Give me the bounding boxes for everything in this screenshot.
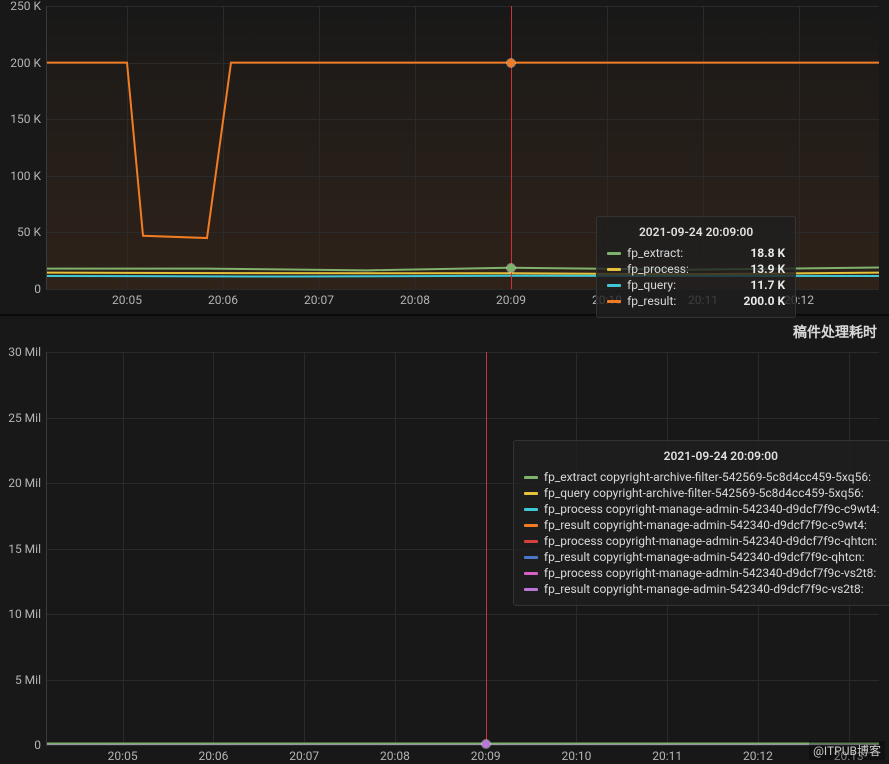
y-axis-tick: 25 Mil bbox=[8, 411, 47, 425]
tooltip-label: fp_result copyright-manage-admin-542340-… bbox=[544, 582, 884, 596]
tooltip-label: fp_query: bbox=[627, 278, 730, 292]
tooltip: 2021-09-24 20:09:00fp_extract:18.8 Kfp_p… bbox=[596, 216, 796, 318]
tooltip-label: fp_process: bbox=[627, 262, 730, 276]
legend-swatch bbox=[524, 540, 538, 543]
tooltip-label: fp_query copyright-archive-filter-542569… bbox=[544, 486, 880, 500]
tooltip-label: fp_process copyright-manage-admin-542340… bbox=[544, 534, 877, 548]
tooltip-label: fp_result copyright-manage-admin-542340-… bbox=[544, 518, 889, 532]
y-axis-tick: 15 Mil bbox=[8, 542, 47, 556]
watermark: @ITPUB博客 bbox=[809, 741, 885, 760]
x-axis-tick: 20:10 bbox=[562, 745, 592, 763]
x-axis-tick: 20:05 bbox=[112, 289, 142, 307]
x-axis-tick: 20:05 bbox=[108, 745, 138, 763]
tooltip-row: fp_result copyright-manage-admin-542340-… bbox=[524, 581, 889, 597]
tooltip-row: fp_result copyright-manage-admin-542340-… bbox=[524, 549, 889, 565]
y-axis-tick: 50 K bbox=[17, 225, 47, 239]
tooltip-value: 200.0 K bbox=[729, 294, 785, 308]
legend-swatch bbox=[524, 588, 538, 591]
tooltip-row: fp_process copyright-manage-admin-542340… bbox=[524, 533, 889, 549]
legend-swatch bbox=[524, 476, 538, 479]
legend-swatch bbox=[607, 284, 621, 287]
y-axis-tick: 5 Mil bbox=[15, 673, 47, 687]
tooltip-value: 18.8 K bbox=[736, 246, 785, 260]
x-axis-tick: 20:12 bbox=[743, 745, 773, 763]
tooltip-value: 731 bbox=[883, 566, 889, 580]
tooltip-label: fp_process copyright-manage-admin-542340… bbox=[544, 566, 877, 580]
tooltip-label: fp_extract copyright-archive-filter-5425… bbox=[544, 470, 873, 484]
tooltip-value: 11.7 K bbox=[736, 278, 785, 292]
y-axis-tick: 250 K bbox=[10, 0, 47, 13]
panel-title: 稿件处理耗时 bbox=[793, 322, 877, 342]
tooltip-row: fp_query: 11.7 K bbox=[607, 277, 785, 293]
y-axis-tick: 200 K bbox=[10, 56, 47, 70]
plot-area-bottom[interactable]: 05 Mil10 Mil15 Mil20 Mil25 Mil30 Mil20:0… bbox=[46, 352, 879, 746]
tooltip-value: 475 bbox=[883, 550, 889, 564]
x-axis-tick: 20:07 bbox=[304, 289, 334, 307]
legend-swatch bbox=[524, 556, 538, 559]
tooltip-row: fp_result copyright-manage-admin-542340-… bbox=[524, 517, 889, 533]
y-axis-tick: 0 bbox=[34, 738, 47, 752]
chart-panel-top: 0 50 K 100 K 150 K 200 K 250 K 20:05 20:06 20:07… bbox=[0, 0, 889, 314]
hover-cursor bbox=[486, 352, 487, 745]
chart-series-line bbox=[47, 63, 879, 238]
y-axis-tick: 30 Mil bbox=[8, 345, 47, 359]
hover-cursor bbox=[511, 6, 512, 289]
tooltip-title: 2021-09-24 20:09:00 bbox=[524, 449, 889, 463]
legend-swatch bbox=[524, 524, 538, 527]
tooltip-value: 13.9 K bbox=[736, 262, 785, 276]
series-marker bbox=[507, 59, 515, 67]
tooltip-label: fp_process copyright-manage-admin-542340… bbox=[544, 502, 889, 516]
tooltip-label: fp_extract: bbox=[627, 246, 730, 260]
series-marker bbox=[482, 740, 490, 748]
x-axis-tick: 20:07 bbox=[289, 745, 319, 763]
x-axis-tick: 20:06 bbox=[208, 289, 238, 307]
tooltip-value: 11 K bbox=[879, 470, 889, 484]
series-marker bbox=[507, 264, 515, 272]
tooltip: 2021-09-24 20:09:00 fp_extract copyright-… bbox=[513, 440, 889, 606]
legend-swatch bbox=[607, 252, 621, 255]
chart-panel-bottom: 稿件处理耗时 05 Mil10 Mil15 Mil20 Mil25 Mil30 … bbox=[0, 314, 889, 764]
tooltip-row: fp_process: 13.9 K bbox=[607, 261, 785, 277]
y-axis-tick: 20 Mil bbox=[8, 476, 47, 490]
y-axis-tick: 150 K bbox=[10, 112, 47, 126]
x-axis-tick: 20:06 bbox=[198, 745, 228, 763]
tooltip-row: fp_extract copyright-archive-filter-5425… bbox=[524, 469, 889, 485]
y-axis-tick: 10 Mil bbox=[8, 607, 47, 621]
legend-swatch bbox=[524, 492, 538, 495]
x-axis-tick: 20:11 bbox=[652, 745, 682, 763]
tooltip-row: fp_extract: 18.8 K bbox=[607, 245, 785, 261]
tooltip-row: fp_process copyright-manage-admin-542340… bbox=[524, 565, 889, 581]
x-axis-tick: 20:08 bbox=[400, 289, 430, 307]
tooltip-row: fp_process copyright-manage-admin-542340… bbox=[524, 501, 889, 517]
legend-swatch bbox=[607, 300, 621, 303]
tooltip-label: fp_result: bbox=[627, 294, 723, 308]
x-axis-tick: 20:08 bbox=[380, 745, 410, 763]
x-axis-tick: 20:09 bbox=[496, 289, 526, 307]
tooltip-title: 2021-09-24 20:09:00 bbox=[607, 225, 785, 239]
plot-area-top[interactable]: 050 K100 K150 K200 K250 K20:0520:0620:07… bbox=[46, 6, 879, 290]
tooltip-label: fp_result copyright-manage-admin-542340-… bbox=[544, 550, 877, 564]
y-axis-tick: 0 bbox=[34, 282, 47, 296]
legend-swatch bbox=[524, 572, 538, 575]
y-axis-tick: 100 K bbox=[10, 169, 47, 183]
tooltip-row: fp_result: 200.0 K bbox=[607, 293, 785, 309]
legend-swatch bbox=[524, 508, 538, 511]
legend-swatch bbox=[607, 268, 621, 271]
tooltip-row: fp_query copyright-archive-filter-542569… bbox=[524, 485, 889, 501]
tooltip-value: 472 bbox=[883, 534, 889, 548]
